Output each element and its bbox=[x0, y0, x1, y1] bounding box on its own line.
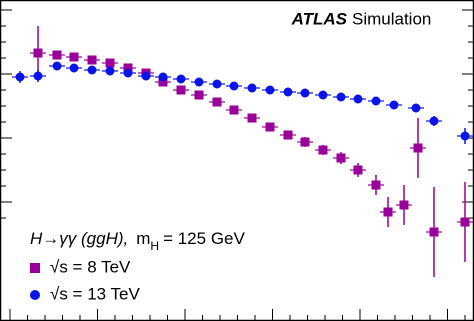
point bbox=[52, 50, 62, 60]
chart-title: ATLAS bbox=[291, 9, 348, 28]
point bbox=[105, 58, 115, 68]
point bbox=[69, 63, 79, 73]
mass-subscript: H bbox=[150, 239, 159, 253]
point bbox=[247, 83, 257, 93]
point bbox=[283, 87, 293, 97]
point bbox=[33, 48, 43, 58]
point bbox=[353, 165, 363, 175]
point bbox=[52, 61, 62, 71]
point bbox=[389, 100, 399, 110]
point bbox=[399, 200, 409, 210]
point bbox=[411, 103, 421, 113]
point bbox=[371, 96, 381, 106]
point bbox=[176, 85, 186, 95]
point bbox=[429, 116, 439, 126]
point bbox=[212, 97, 222, 107]
annotation: H→γγ (ggH), mH = 125 GeV bbox=[30, 229, 245, 253]
legend-label: √s = 13 TeV bbox=[50, 284, 140, 303]
point bbox=[123, 63, 133, 73]
point bbox=[371, 180, 381, 190]
point bbox=[141, 71, 151, 81]
point bbox=[158, 77, 168, 87]
point bbox=[265, 85, 275, 95]
point bbox=[123, 68, 133, 78]
point bbox=[460, 131, 470, 141]
point bbox=[383, 207, 393, 217]
mass-value: = 125 GeV bbox=[163, 229, 245, 248]
point bbox=[300, 88, 310, 98]
point bbox=[229, 81, 239, 91]
point bbox=[413, 143, 423, 153]
point bbox=[87, 65, 97, 75]
point bbox=[33, 71, 43, 81]
point bbox=[105, 66, 115, 76]
point bbox=[460, 217, 470, 227]
process: H→γγ (ggH), bbox=[30, 229, 128, 248]
point bbox=[336, 92, 346, 102]
point bbox=[300, 137, 310, 147]
legend-marker bbox=[30, 290, 40, 300]
legend-marker bbox=[30, 263, 40, 273]
point bbox=[229, 105, 239, 115]
point bbox=[15, 72, 25, 82]
point bbox=[158, 72, 168, 82]
mass-symbol: m bbox=[136, 229, 150, 248]
point bbox=[247, 113, 257, 123]
frame-ticks bbox=[0, 9, 474, 321]
point bbox=[265, 122, 275, 132]
point bbox=[87, 55, 97, 65]
chart-subtitle: Simulation bbox=[352, 9, 431, 28]
point bbox=[69, 52, 79, 62]
point bbox=[318, 145, 328, 155]
point bbox=[194, 77, 204, 87]
legend-label: √s = 8 TeV bbox=[50, 257, 131, 276]
point bbox=[318, 90, 328, 100]
point bbox=[429, 227, 439, 237]
point bbox=[353, 94, 363, 104]
point bbox=[283, 130, 293, 140]
point bbox=[212, 79, 222, 89]
point bbox=[336, 153, 346, 163]
point bbox=[194, 90, 204, 100]
point bbox=[176, 74, 186, 84]
